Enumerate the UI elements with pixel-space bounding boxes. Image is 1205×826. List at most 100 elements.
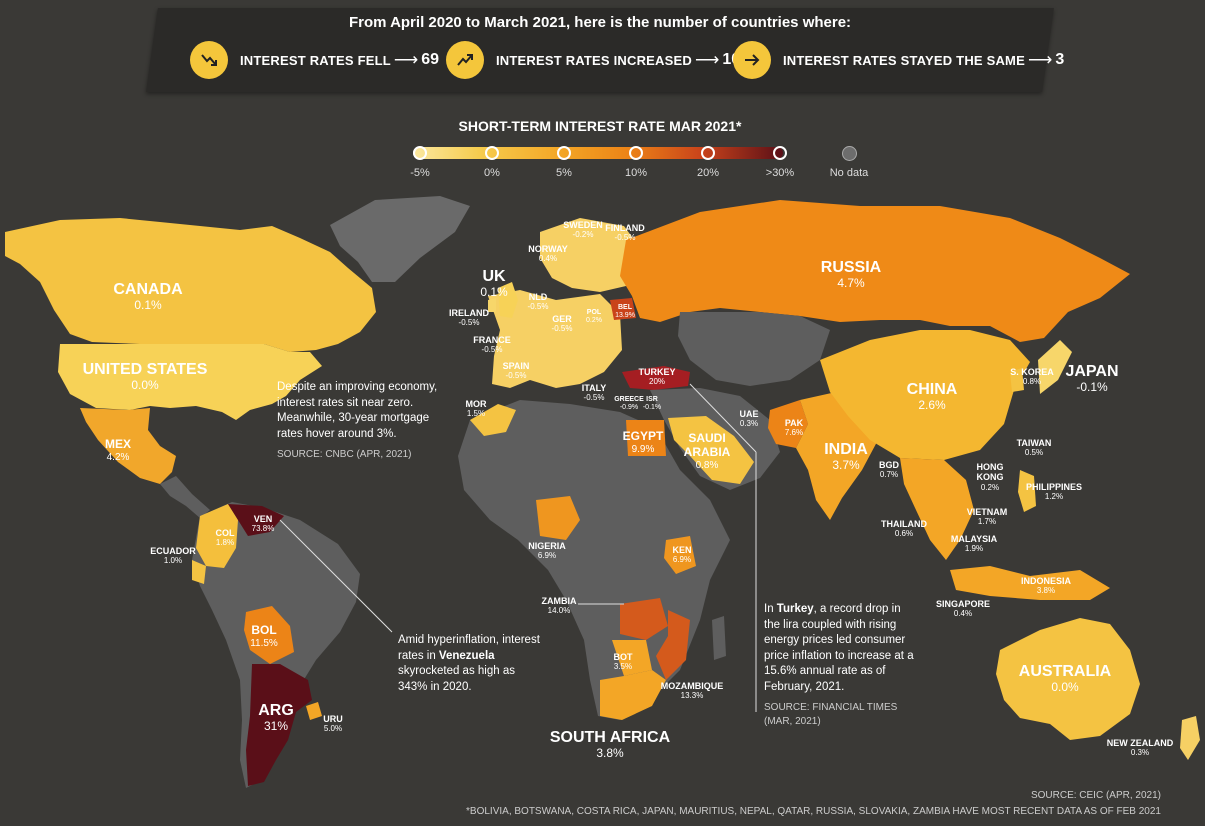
stat-fell-label: INTEREST RATES FELL — [240, 52, 391, 68]
country-label-china: CHINA 2.6% — [906, 381, 958, 413]
legend-label: 10% — [624, 167, 648, 179]
legend-stop-dot — [629, 146, 643, 160]
country-label-egypt: EGYPT 9.9% — [622, 429, 664, 455]
country-label-philippines: PHILIPPINES 1.2% — [1025, 482, 1083, 502]
country-label-uru: URU 5.0% — [323, 714, 343, 734]
mexico-shape — [80, 408, 176, 484]
stat-fell-arrow: ⟶ — [393, 50, 419, 69]
legend-label: 0% — [484, 167, 500, 179]
zambia-shape — [620, 598, 668, 640]
leader-line-turkey — [689, 383, 757, 453]
country-label-bot: BOT 3.5% — [613, 652, 633, 672]
country-label-taiwan: TAIWAN 0.5% — [1016, 438, 1052, 458]
legend-label: 5% — [556, 167, 572, 179]
legend-label: 20% — [696, 167, 720, 179]
central-america-shape — [160, 476, 210, 518]
ireland-shape — [488, 298, 496, 312]
stat-increased-label: INTEREST RATES INCREASED — [496, 52, 692, 68]
australia-shape — [996, 618, 1140, 740]
trend-down-icon — [190, 41, 228, 79]
legend-no-data-label: No data — [829, 167, 869, 179]
mozambique-shape — [656, 610, 690, 680]
note-turkey-text: In — [764, 603, 777, 615]
country-label-arg: ARG 31% — [258, 702, 294, 734]
arrow-right-icon — [733, 41, 771, 79]
country-label-vietnam: VIETNAM 1.7% — [966, 507, 1008, 527]
morocco-shape — [470, 404, 516, 436]
country-label-canada: CANADA 0.1% — [113, 281, 183, 313]
country-label-mozambique: MOZAMBIQUE 13.3% — [660, 681, 724, 701]
egypt-shape — [626, 420, 666, 456]
stat-fell: INTEREST RATES FELL ⟶ 69 — [190, 41, 439, 79]
note-turkey-source: SOURCE: FINANCIAL TIMES (MAR, 2021) — [764, 702, 898, 727]
country-label-pak: PAK 7.6% — [784, 418, 804, 438]
note-venezuela-text: Amid hyperinflation, interest rates in — [398, 634, 540, 662]
turkey-shape — [622, 366, 690, 390]
country-label-russia: RUSSIA 4.7% — [820, 259, 882, 291]
legend-label: -5% — [410, 167, 430, 179]
country-label-bel: BEL 13.9% — [615, 304, 635, 320]
note-us-text: Despite an improving economy, interest r… — [277, 381, 438, 440]
footer-source: SOURCE: CEIC (APR, 2021) — [1030, 790, 1161, 801]
note-turkey-text-2: , a record drop in the lira coupled with… — [764, 603, 914, 693]
country-label-mex: MEX 4.2% — [104, 437, 132, 463]
leader-line-venezuela — [279, 519, 393, 633]
legend-gradient — [413, 147, 783, 159]
note-us: Despite an improving economy, interest r… — [277, 380, 442, 462]
stat-increased-arrow: ⟶ — [694, 50, 720, 69]
country-label-uk: UK 0.1% — [480, 268, 508, 300]
legend-label: >30% — [765, 167, 795, 179]
country-label-zambia: ZAMBIA 14.0% — [541, 596, 577, 616]
saudi-shape — [668, 416, 754, 484]
country-label-australia: AUSTRALIA 0.0% — [1018, 663, 1112, 695]
china-shape — [820, 330, 1030, 460]
legend-no-data-dot — [842, 146, 857, 161]
scandinavia-shape — [540, 218, 640, 292]
legend-title: SHORT-TERM INTEREST RATE MAR 2021* — [458, 118, 742, 134]
bolivia-shape — [244, 606, 294, 664]
country-label-bgd: BGD 0.7% — [879, 460, 899, 480]
madagascar-shape — [712, 616, 726, 660]
legend-stop-dot — [773, 146, 787, 160]
europe-shape — [488, 290, 622, 388]
japan-shape — [1038, 340, 1072, 394]
country-label-ireland: IRELAND -0.5% — [449, 308, 489, 328]
country-label-ven: VEN 73.8% — [251, 514, 275, 534]
usa-shape — [58, 344, 322, 420]
indonesia-shape — [950, 566, 1110, 600]
country-label-ger: GER -0.5% — [551, 314, 573, 334]
colombia-shape — [196, 504, 238, 568]
country-label-spain: SPAIN -0.5% — [502, 361, 530, 381]
venezuela-shape — [228, 504, 284, 536]
africa-shape — [458, 400, 730, 720]
stat-same-label: INTEREST RATES STAYED THE SAME — [783, 52, 1025, 68]
country-label-greece: GREECE -0.9% — [614, 396, 644, 412]
korea-shape — [1010, 368, 1024, 392]
uk-shape — [498, 282, 518, 318]
argentina-shape — [246, 664, 312, 786]
stat-same: INTEREST RATES STAYED THE SAME ⟶ 3 — [733, 41, 1064, 79]
country-label-col: COL 1.8% — [215, 528, 235, 548]
ecuador-shape — [192, 560, 206, 584]
country-label-italy: ITALY -0.5% — [581, 383, 607, 403]
note-venezuela-bold: Venezuela — [438, 649, 495, 662]
country-label-japan: JAPAN -0.1% — [1065, 363, 1119, 395]
botswana-shape — [612, 640, 652, 676]
canada-shape — [5, 218, 376, 352]
pakistan-shape — [768, 400, 808, 448]
country-label-new-zealand: NEW ZEALAND 0.3% — [1106, 738, 1174, 758]
country-label-saudi-arabia: SAUDI ARABIA 0.8% — [683, 431, 731, 471]
country-label-indonesia: INDONESIA 3.8% — [1020, 576, 1072, 596]
country-label-norway: NORWAY 0.4% — [528, 244, 568, 264]
country-label-nigeria: NIGERIA 6.9% — [528, 541, 566, 561]
country-label-france: FRANCE -0.5% — [473, 335, 511, 355]
country-label-united-states: UNITED STATES 0.0% — [82, 361, 208, 393]
new-zealand-shape — [1180, 716, 1200, 760]
belarus-shape — [610, 298, 636, 320]
footer-footnote: *BOLIVIA, BOTSWANA, COSTA RICA, JAPAN, M… — [466, 806, 1161, 817]
country-label-uae: UAE 0.3% — [739, 409, 759, 429]
legend-stop-dot — [701, 146, 715, 160]
banner-title: From April 2020 to March 2021, here is t… — [348, 14, 852, 31]
central-asia-shape — [678, 312, 830, 386]
